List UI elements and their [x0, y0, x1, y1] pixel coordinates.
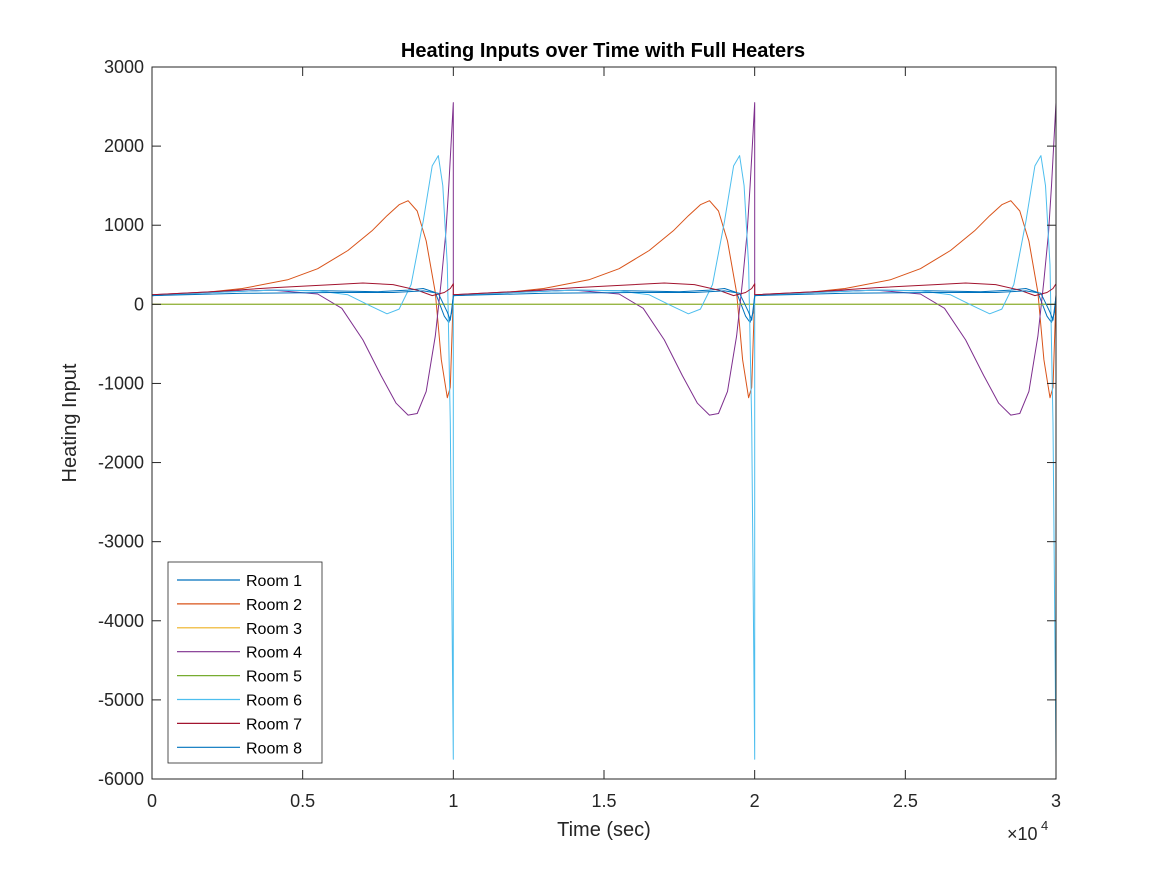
y-tick-label: -3000 [98, 532, 144, 552]
y-tick-label: -6000 [98, 769, 144, 789]
x-tick-label: 2.5 [893, 791, 918, 811]
series-line-room-4 [152, 102, 1056, 416]
legend-label: Room 7 [246, 716, 302, 733]
y-tick-label: 2000 [104, 136, 144, 156]
legend-label: Room 5 [246, 669, 302, 686]
x-tick-label: 1 [448, 791, 458, 811]
legend-label: Room 1 [246, 573, 302, 590]
y-tick-label: 0 [134, 294, 144, 314]
plot-area [152, 102, 1056, 760]
x-tick-label: 0.5 [290, 791, 315, 811]
y-tick-label: 3000 [104, 57, 144, 77]
legend: Room 1 Room 2 Room 3 Room 4 Room 5 Room 6 Room… [167, 561, 323, 764]
x-tick-label: 3 [1051, 791, 1061, 811]
series-line-room-2 [152, 200, 1056, 399]
y-axis-label: Heating Input [59, 363, 81, 482]
legend-label: Room 8 [246, 740, 302, 757]
series-lines [152, 102, 1056, 760]
legend-label: Room 6 [246, 693, 302, 710]
legend-label: Room 2 [246, 597, 302, 614]
y-tick-label: -2000 [98, 453, 144, 473]
x-tick-label: 1.5 [591, 791, 616, 811]
x-tick-label: 0 [147, 791, 157, 811]
y-tick-label: -4000 [98, 611, 144, 631]
legend-label: Room 4 [246, 645, 302, 662]
legend-box [167, 561, 323, 764]
chart-title: Heating Inputs over Time with Full Heate… [401, 40, 805, 62]
series-line-room-8 [152, 290, 1056, 321]
x-multiplier-exponent: 4 [1041, 818, 1048, 833]
x-multiplier-base: ×10 [1007, 824, 1038, 844]
y-tick-label: -5000 [98, 690, 144, 710]
series-line-room-7 [152, 282, 1056, 297]
x-axis-multiplier: ×10 4 [1007, 818, 1048, 844]
x-axis-label: Time (sec) [557, 819, 651, 841]
legend-label: Room 3 [246, 621, 302, 638]
x-tick-label: 2 [750, 791, 760, 811]
y-tick-label: 1000 [104, 215, 144, 235]
y-tick-label: -1000 [98, 373, 144, 393]
y-axis: -6000 -5000 -4000 -3000 -2000 -1000 0 1000 2000 3… [98, 57, 1056, 789]
x-axis: 0 0.5 1 1.5 2 2.5 3 [147, 67, 1061, 811]
